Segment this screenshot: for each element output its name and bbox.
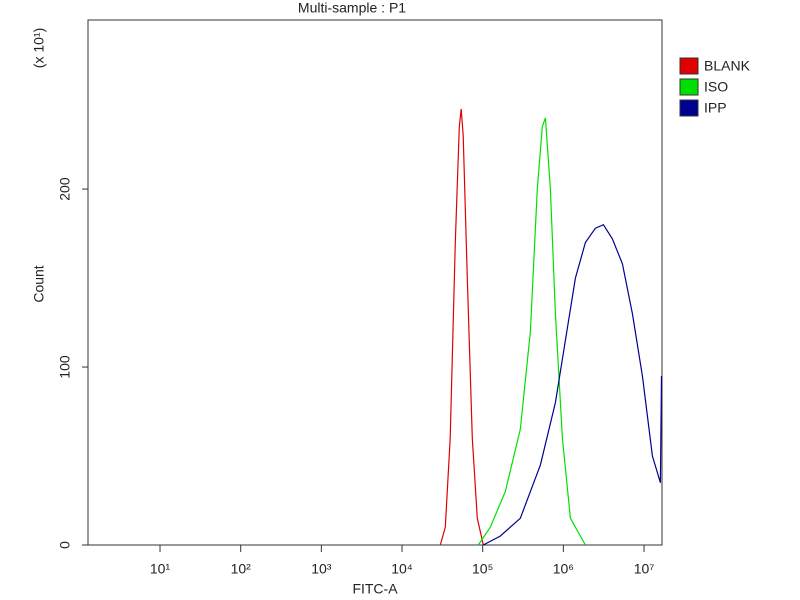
x-tick-label: 10¹ — [150, 561, 171, 577]
x-tick-label: 10⁷ — [634, 561, 655, 577]
y-axis-label: Count — [31, 265, 47, 302]
series-line — [439, 108, 484, 546]
y-tick-label: 200 — [57, 177, 73, 201]
x-axis-label: FITC-A — [352, 581, 398, 597]
series-line — [477, 117, 586, 546]
y-tick-label: 100 — [57, 355, 73, 379]
legend-label: BLANK — [704, 58, 751, 74]
legend-swatch — [679, 78, 699, 96]
y-tick-label: 0 — [57, 541, 73, 549]
y-multiplier: (x 10¹) — [31, 28, 47, 68]
x-tick-label: 10⁴ — [391, 561, 413, 577]
chart-title: Multi-sample : P1 — [298, 0, 406, 16]
legend-label: IPP — [704, 100, 727, 116]
x-tick-label: 10² — [231, 561, 252, 577]
plot-frame — [87, 19, 663, 546]
x-tick-label: 10⁵ — [472, 561, 493, 577]
legend-label: ISO — [704, 79, 728, 95]
x-tick-label: 10⁶ — [553, 561, 574, 577]
series-line — [483, 223, 663, 546]
legend-swatch — [679, 57, 699, 75]
legend-swatch — [679, 99, 699, 117]
x-tick-label: 10³ — [311, 561, 332, 577]
